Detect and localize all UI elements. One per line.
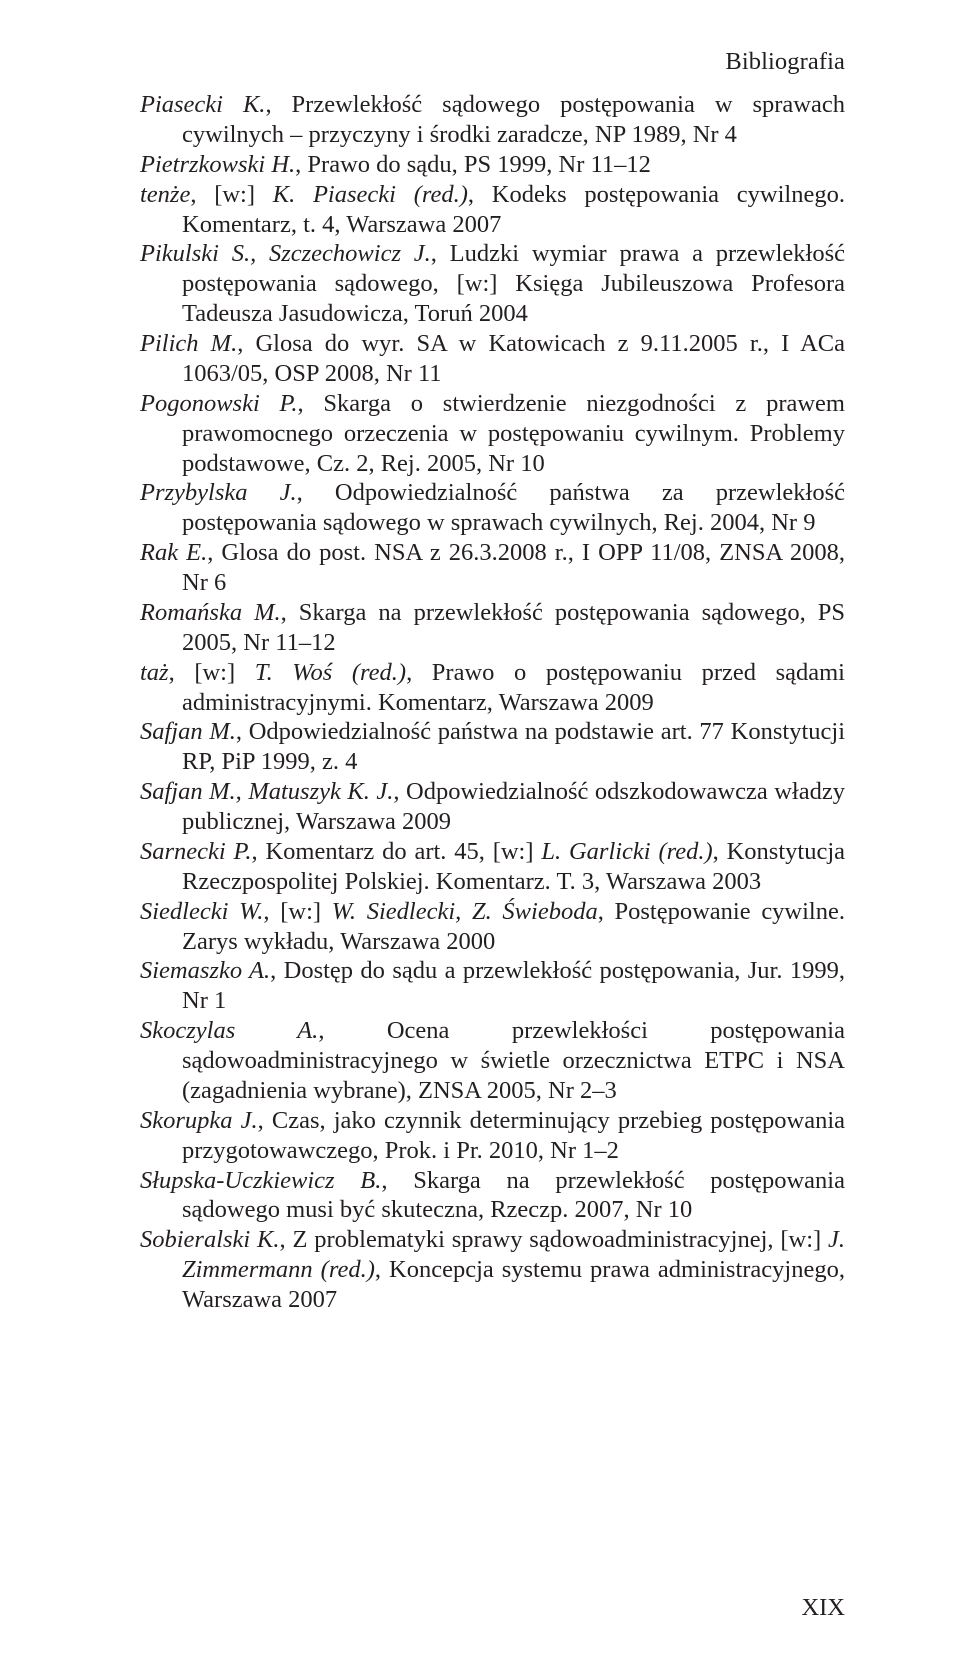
bibliography-entry: Sobieralski K., Z problematyki sprawy są… [140,1225,845,1315]
entry-text: , [w:] [190,181,272,208]
entry-text: , Glosa do wyr. SA w Katowicach z 9.11.2… [182,330,845,387]
bibliography-entry: taż, [w:] T. Woś (red.), Prawo o postępo… [140,658,845,718]
page-number: XIX [801,1594,845,1622]
bibliography-entry: Piasecki K., Przewlekłość sądowego postę… [140,90,845,150]
bibliography-entry: Pikulski S., Szczechowicz J., Ludzki wym… [140,239,845,329]
running-header: Bibliografia [140,48,845,76]
entry-author: Przybylska J. [140,479,297,506]
entry-author: Safjan M., Matuszyk K. J. [140,778,393,805]
entry-author: Romańska M. [140,599,281,626]
bibliography-entry: Romańska M., Skarga na przewlekłość post… [140,598,845,658]
entry-author: L. Garlicki (red.) [541,838,712,865]
entry-author: tenże [140,181,190,208]
bibliography-entry: Safjan M., Odpowiedzialność państwa na p… [140,717,845,777]
bibliography-entry: Safjan M., Matuszyk K. J., Odpowiedzialn… [140,777,845,837]
entry-text: , Glosa do post. NSA z 26.3.2008 r., I O… [182,539,845,596]
bibliography-entry: tenże, [w:] K. Piasecki (red.), Kodeks p… [140,180,845,240]
entry-text: , Skarga na przewlekłość postępowania są… [182,599,845,656]
entry-author: Skorupka J. [140,1107,258,1134]
bibliography-entry: Pogonowski P., Skarga o stwierdzenie nie… [140,389,845,479]
entry-text: , [w:] [169,659,255,686]
entry-text: , Odpowiedzialność państwa na podstawie … [182,718,845,775]
entry-author: Pikulski S., Szczechowicz J. [140,240,431,267]
entry-author: Pogonowski P. [140,390,297,417]
bibliography-entries: Piasecki K., Przewlekłość sądowego postę… [140,90,845,1315]
entry-author: Słupska-Uczkiewicz B. [140,1167,381,1194]
bibliography-entry: Siemaszko A., Dostęp do sądu a przewlekł… [140,956,845,1016]
entry-author: Safjan M. [140,718,236,745]
page: Bibliografia Piasecki K., Przewlekłość s… [0,0,960,1677]
entry-author: Sobieralski K. [140,1226,280,1253]
bibliography-entry: Sarnecki P., Komentarz do art. 45, [w:] … [140,837,845,897]
entry-text: , Przewlekłość sądowego postępowania w s… [182,91,845,148]
entry-author: Rak E. [140,539,207,566]
entry-author: W. Siedlecki, Z. Świeboda [332,898,598,925]
entry-author: K. Piasecki (red.) [273,181,468,208]
bibliography-entry: Pilich M., Glosa do wyr. SA w Katowicach… [140,329,845,389]
entry-author: Siemaszko A. [140,957,270,984]
bibliography-entry: Siedlecki W., [w:] W. Siedlecki, Z. Świe… [140,897,845,957]
entry-text: , Prawo do sądu, PS 1999, Nr 11–12 [295,151,651,178]
entry-author: taż [140,659,169,686]
entry-author: Piasecki K. [140,91,265,118]
entry-author: Pietrzkowski H. [140,151,295,178]
entry-author: Siedlecki W. [140,898,263,925]
bibliography-entry: Słupska-Uczkiewicz B., Skarga na przewle… [140,1166,845,1226]
bibliography-entry: Skoczylas A., Ocena przewlekłości postęp… [140,1016,845,1106]
entry-text: , [w:] [263,898,331,925]
entry-author: Sarnecki P. [140,838,251,865]
entry-text: , Z problematyki sprawy sądowoadministra… [280,1226,828,1253]
entry-text: , Dostęp do sądu a przewlekłość postępow… [182,957,845,1014]
entry-author: T. Woś (red.) [255,659,406,686]
bibliography-entry: Przybylska J., Odpowiedzialność państwa … [140,478,845,538]
entry-author: Pilich M. [140,330,237,357]
entry-author: Skoczylas A. [140,1017,318,1044]
entry-text: , Komentarz do art. 45, [w:] [251,838,541,865]
entry-text: , Czas, jako czynnik determinujący przeb… [182,1107,845,1164]
bibliography-entry: Pietrzkowski H., Prawo do sądu, PS 1999,… [140,150,845,180]
bibliography-entry: Skorupka J., Czas, jako czynnik determin… [140,1106,845,1166]
bibliography-entry: Rak E., Glosa do post. NSA z 26.3.2008 r… [140,538,845,598]
